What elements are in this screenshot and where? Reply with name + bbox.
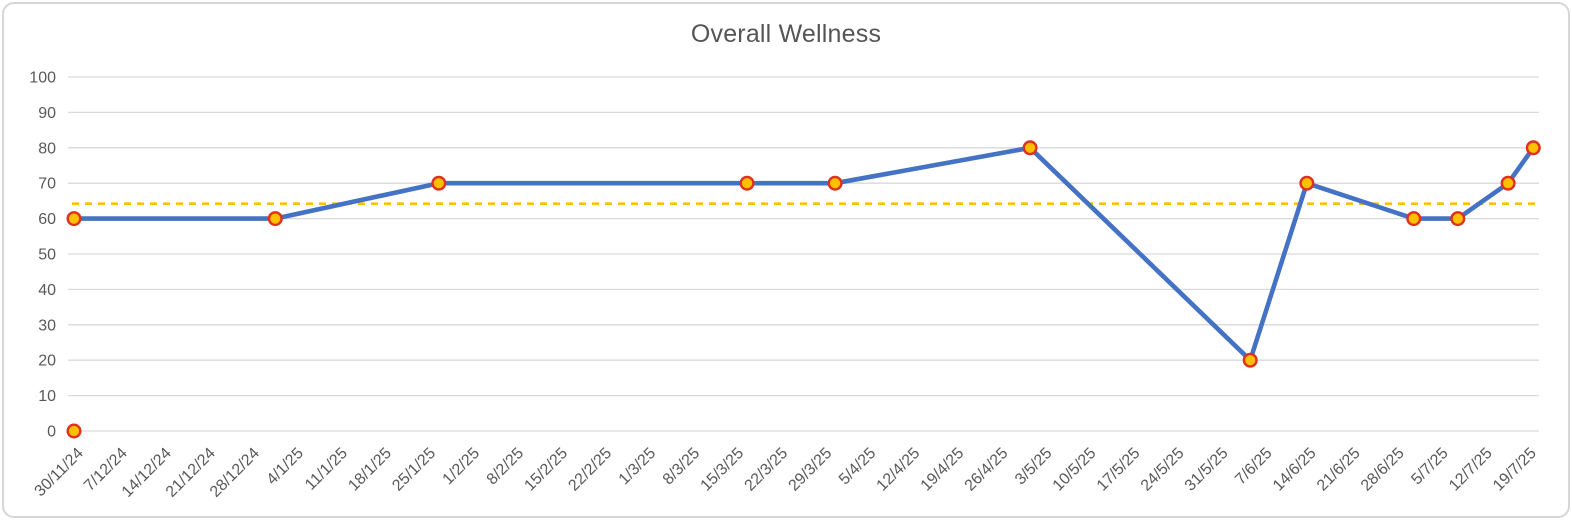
x-axis-tick-label: 4/1/25 [264, 445, 308, 489]
x-axis-tick-label: 21/6/25 [1314, 445, 1364, 495]
wellness-series-line [71, 145, 1536, 363]
y-axis-tick-label: 0 [47, 424, 56, 441]
x-axis-tick-label: 22/3/25 [742, 445, 792, 495]
x-axis-tick-label: 1/3/25 [616, 445, 660, 489]
y-axis-tick-label: 30 [38, 317, 56, 334]
y-axis-tick-label: 80 [38, 140, 56, 157]
data-point-marker[interactable] [66, 211, 82, 227]
data-point-marker[interactable] [1022, 140, 1038, 156]
x-axis-tick-label: 18/1/25 [345, 445, 395, 495]
x-axis-tick-label: 14/6/25 [1270, 445, 1320, 495]
x-axis-tick-label: 22/2/25 [565, 445, 615, 495]
data-point-marker[interactable] [739, 175, 755, 191]
y-axis-tick-label: 70 [38, 176, 56, 193]
x-axis-tick-label: 28/6/25 [1358, 445, 1408, 495]
data-point-marker[interactable] [66, 423, 82, 439]
y-axis-tick-label: 90 [38, 105, 56, 122]
y-axis-tick-label: 10 [38, 388, 56, 405]
data-point-marker[interactable] [1525, 140, 1541, 156]
x-axis-tick-label: 1/2/25 [440, 445, 484, 489]
x-axis-tick-label: 24/5/25 [1138, 445, 1188, 495]
y-axis-tick-label: 100 [29, 70, 56, 87]
x-axis-tick-label: 12/7/25 [1446, 445, 1496, 495]
data-point-marker[interactable] [1406, 211, 1422, 227]
chart-canvas[interactable]: 010203040506070809010030/11/247/12/2414/… [4, 4, 1570, 518]
x-axis-tick-label: 28/12/24 [207, 445, 263, 501]
data-point-marker[interactable] [827, 175, 843, 191]
x-axis-tick-label: 15/3/25 [698, 445, 748, 495]
x-axis-tick-label: 19/4/25 [918, 445, 968, 495]
x-axis-tick-label: 3/5/25 [1012, 445, 1056, 489]
x-axis-tick-label: 25/1/25 [389, 445, 439, 495]
x-axis-tick-label: 11/1/25 [302, 445, 351, 494]
x-axis-tick-label: 19/7/25 [1490, 445, 1540, 495]
chart-title: Overall Wellness [690, 20, 882, 48]
x-axis-tick-label: 12/4/25 [874, 445, 924, 495]
x-axis-tick-label: 8/3/25 [660, 445, 704, 489]
data-point-marker[interactable] [1500, 175, 1516, 191]
x-axis-tick-label: 5/7/25 [1408, 445, 1452, 489]
data-point-marker[interactable] [1299, 175, 1315, 191]
y-axis-tick-label: 50 [38, 247, 56, 264]
x-axis-tick-label: 7/6/25 [1232, 445, 1276, 489]
y-axis-tick-label: 20 [38, 353, 56, 370]
y-axis-tick-label: 60 [38, 211, 56, 228]
data-point-marker[interactable] [431, 175, 447, 191]
x-axis-tick-label: 30/11/24 [32, 445, 87, 500]
data-point-marker[interactable] [1242, 352, 1258, 368]
x-axis-tick-label: 15/2/25 [521, 445, 571, 495]
data-point-marker[interactable] [1450, 211, 1466, 227]
x-axis-tick-label: 26/4/25 [962, 445, 1012, 495]
x-axis-tick-label: 5/4/25 [836, 445, 880, 489]
x-axis-tick-label: 29/3/25 [786, 445, 836, 495]
x-axis-tick-label: 31/5/25 [1182, 445, 1232, 495]
y-axis-tick-label: 40 [38, 282, 56, 299]
x-axis-tick-label: 10/5/25 [1050, 445, 1100, 495]
x-axis-tick-label: 17/5/25 [1094, 445, 1144, 495]
data-point-marker[interactable] [267, 211, 283, 227]
x-axis-tick-label: 8/2/25 [484, 445, 528, 489]
